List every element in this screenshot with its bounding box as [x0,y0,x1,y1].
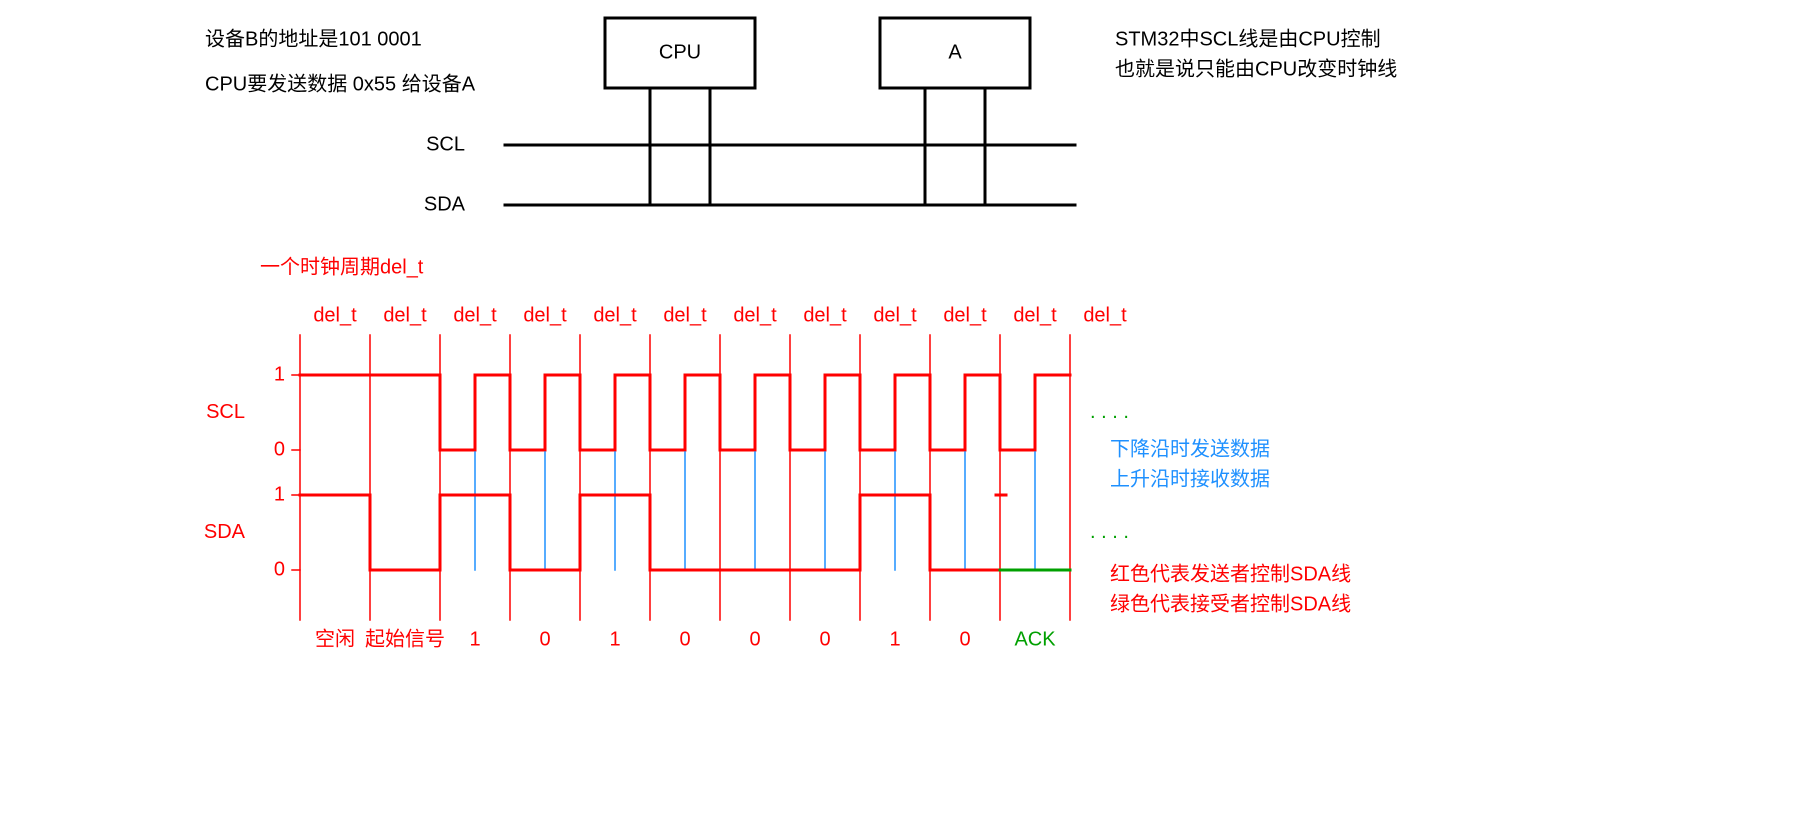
svg-text:del_t: del_t [453,304,497,326]
svg-text:0: 0 [819,628,830,650]
svg-text:0: 0 [749,628,760,650]
svg-text:0: 0 [274,558,285,580]
svg-text:0: 0 [679,628,690,650]
svg-text:起始信号: 起始信号 [365,627,445,650]
svg-text:del_t: del_t [803,304,847,326]
svg-text:设备B的地址是101 0001: 设备B的地址是101 0001 [205,27,422,50]
svg-text:空闲: 空闲 [315,627,355,650]
svg-text:SCL: SCL [426,133,465,155]
svg-text:STM32中SCL线是由CPU控制: STM32中SCL线是由CPU控制 [1115,27,1381,50]
svg-text:1: 1 [889,628,900,650]
svg-text:CPU要发送数据 0x55 给设备A: CPU要发送数据 0x55 给设备A [205,72,476,95]
svg-text:del_t: del_t [873,304,917,326]
svg-text:1: 1 [609,628,620,650]
svg-text:上升沿时接收数据: 上升沿时接收数据 [1110,467,1270,490]
svg-text:SDA: SDA [204,521,246,543]
svg-text:SCL: SCL [206,401,245,423]
svg-text:也就是说只能由CPU改变时钟线: 也就是说只能由CPU改变时钟线 [1115,57,1397,80]
svg-text:. . . .: . . . . [1090,521,1129,543]
svg-text:ACK: ACK [1014,628,1056,650]
i2c-diagram: 设备B的地址是101 0001 CPU要发送数据 0x55 给设备A STM32中S… [0,0,1808,823]
svg-text:del_t: del_t [733,304,777,326]
svg-text:A: A [948,41,962,63]
svg-text:绿色代表接受者控制SDA线: 绿色代表接受者控制SDA线 [1110,592,1351,615]
svg-text:0: 0 [539,628,550,650]
svg-text:del_t: del_t [313,304,357,326]
svg-text:SDA: SDA [424,193,466,215]
svg-text:1: 1 [274,363,285,385]
svg-text:del_t: del_t [1083,304,1127,326]
svg-text:一个时钟周期del_t: 一个时钟周期del_t [260,255,424,278]
svg-text:del_t: del_t [943,304,987,326]
svg-text:下降沿时发送数据: 下降沿时发送数据 [1110,437,1270,460]
svg-text:del_t: del_t [383,304,427,326]
svg-text:0: 0 [959,628,970,650]
svg-text:del_t: del_t [523,304,567,326]
svg-text:0: 0 [274,438,285,460]
svg-text:del_t: del_t [1013,304,1057,326]
svg-text:CPU: CPU [659,41,701,63]
svg-text:红色代表发送者控制SDA线: 红色代表发送者控制SDA线 [1110,562,1351,585]
svg-text:1: 1 [274,483,285,505]
svg-text:1: 1 [469,628,480,650]
svg-text:. . . .: . . . . [1090,401,1129,423]
svg-text:del_t: del_t [593,304,637,326]
svg-text:del_t: del_t [663,304,707,326]
